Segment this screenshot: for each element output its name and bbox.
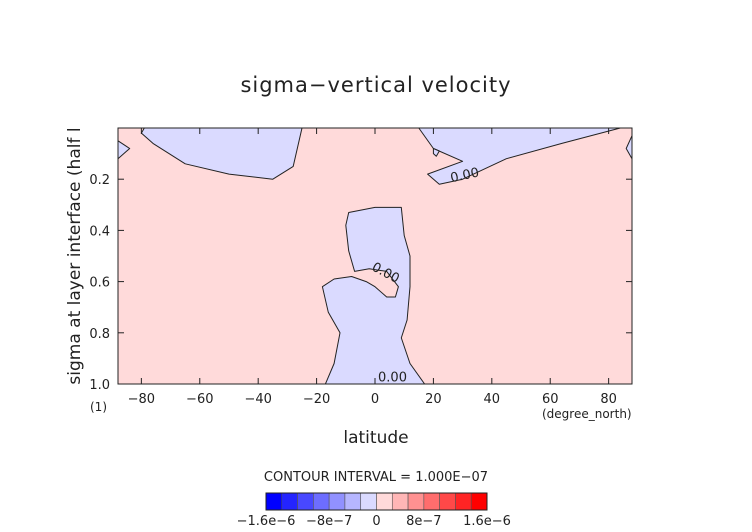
colorbar-swatch (328, 492, 346, 511)
colorbar-swatch (281, 492, 298, 511)
colorbar-swatch (407, 492, 425, 511)
contour-interval-text: CONTOUR INTERVAL = 1.000E−07 (264, 470, 488, 485)
x-tick-label: 40 (484, 392, 501, 407)
colorbar-swatch (423, 492, 440, 511)
colorbar-swatch (439, 492, 456, 511)
x-tick-labels: −80 −60 −40 −20 0 20 40 60 80 (128, 392, 617, 407)
colorbar-swatch (344, 492, 362, 511)
colorbar-frame (265, 492, 488, 511)
plot-area (117, 127, 633, 385)
colorbar-swatch (455, 492, 472, 511)
contour-region-right-top-negative (418, 127, 621, 185)
colorbar-swatch (470, 492, 488, 511)
axis-ticks (118, 128, 632, 385)
colorbar-swatch (297, 492, 314, 511)
contour-region-right-small-negative (432, 148, 440, 157)
x-tick-label: 0 (371, 392, 379, 407)
x-axis-label: latitude (343, 428, 408, 448)
colorbar-swatch (391, 492, 409, 511)
y-units: (1) (90, 400, 107, 414)
colorbar-label: −1.6e−6 (237, 514, 296, 529)
x-tick-label: −20 (303, 392, 330, 407)
y-tick-label: 0.6 (89, 276, 110, 291)
y-tick-labels: 0.2 0.4 0.6 0.8 1.0 (89, 173, 110, 393)
colorbar-label: 8e−7 (406, 514, 441, 529)
colorbar-label: 1.6e−6 (463, 514, 511, 529)
colorbar-labels: −1.6e−6 −8e−7 0 8e−7 1.6e−6 (237, 514, 511, 529)
colorbar-swatch (360, 492, 377, 511)
x-tick-label: −60 (186, 392, 213, 407)
colorbar-swatch (313, 492, 330, 511)
x-tick-label: −40 (244, 392, 271, 407)
x-tick-label: −80 (128, 392, 155, 407)
colorbar-label: 0 (372, 514, 380, 529)
x-tick-label: 60 (542, 392, 559, 407)
y-tick-label: 0.2 (89, 173, 110, 188)
colorbar-swatch (376, 492, 393, 511)
x-tick-label: 20 (425, 392, 442, 407)
y-tick-label: 1.0 (89, 378, 110, 393)
contour-region-center-column-negative (321, 206, 426, 385)
contour-label: 0.00 (378, 370, 407, 385)
contour-label: 0.00 (449, 165, 480, 186)
chart-title: sigma−vertical velocity (240, 73, 511, 97)
contour-region-top-band-negative (140, 127, 303, 180)
y-axis-label: sigma at layer interface (half l (65, 127, 85, 384)
colorbar (265, 492, 488, 511)
colorbar-label: −8e−7 (306, 514, 352, 529)
colorbar-swatch (265, 492, 283, 511)
x-tick-label: 80 (600, 392, 617, 407)
y-tick-label: 0.8 (89, 327, 110, 342)
contour-regions (117, 127, 633, 385)
x-units: (degree_north) (542, 407, 632, 421)
y-tick-label: 0.4 (89, 224, 110, 239)
